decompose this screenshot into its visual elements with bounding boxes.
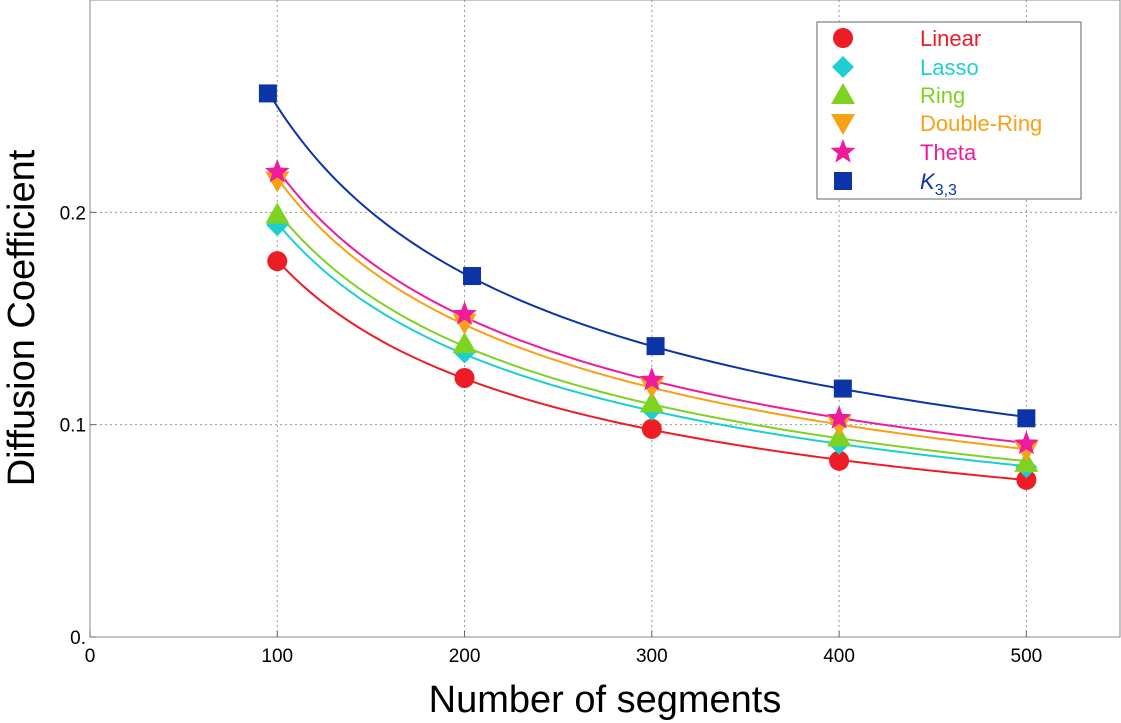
x-tick-label: 100 bbox=[261, 646, 293, 667]
x-tick-label: 300 bbox=[636, 646, 668, 667]
data-point-double-ring bbox=[639, 377, 664, 399]
data-point-ring bbox=[639, 391, 664, 413]
data-point-theta bbox=[826, 405, 852, 429]
data-point-k bbox=[646, 337, 665, 356]
legend-label-k: K3,3 bbox=[920, 169, 957, 199]
legend-marker-theta bbox=[830, 139, 856, 163]
data-point-k bbox=[1017, 409, 1036, 428]
legend-label-theta: Theta bbox=[920, 140, 977, 165]
x-axis-title: Number of segments bbox=[429, 679, 782, 721]
x-tick-label: 200 bbox=[449, 646, 481, 667]
legend-marker-lasso bbox=[832, 56, 854, 78]
legend-label-ring: Ring bbox=[920, 83, 965, 108]
legend-marker-linear bbox=[833, 28, 853, 48]
data-point-k bbox=[258, 84, 277, 103]
data-point-linear bbox=[641, 418, 662, 439]
y-axis-title: Diffusion Coefficient bbox=[1, 149, 43, 486]
legend-label-linear: Linear bbox=[920, 26, 981, 51]
y-tick-label: 0.1 bbox=[60, 416, 86, 437]
legend-label-lasso: Lasso bbox=[920, 55, 979, 80]
data-point-theta bbox=[1014, 430, 1039, 455]
marker-layer bbox=[258, 84, 1039, 490]
data-point-linear bbox=[1016, 469, 1037, 490]
legend: Linear Lasso Ring Double-Ring Theta K3,3 bbox=[816, 21, 1082, 200]
y-tick-label: 0. bbox=[70, 628, 86, 649]
data-point-linear bbox=[454, 367, 475, 388]
axis-layer: 0 100 200 300 400 500 0. 0.1 0.2 bbox=[60, 203, 1043, 667]
data-point-linear bbox=[267, 251, 288, 272]
data-point-k bbox=[463, 267, 482, 286]
data-point-ring bbox=[452, 331, 477, 353]
x-tick-label: 0 bbox=[85, 646, 96, 667]
data-point-ring bbox=[265, 202, 290, 224]
legend-marker-k bbox=[834, 172, 852, 190]
data-point-theta bbox=[264, 158, 290, 183]
legend-marker-double-ring bbox=[831, 114, 855, 135]
data-point-double-ring bbox=[827, 415, 852, 437]
x-tick-label: 500 bbox=[1011, 646, 1043, 667]
data-point-theta bbox=[639, 367, 665, 391]
legend-marker-ring bbox=[831, 83, 855, 104]
y-tick-label: 0.2 bbox=[60, 203, 86, 224]
data-point-k bbox=[833, 379, 852, 398]
data-point-double-ring bbox=[1014, 441, 1039, 463]
x-tick-label: 400 bbox=[823, 646, 855, 667]
data-point-linear bbox=[829, 450, 850, 471]
legend-label-double-ring: Double-Ring bbox=[920, 111, 1042, 136]
legend-box bbox=[816, 21, 1082, 200]
plot-frame bbox=[89, 0, 1121, 638]
data-point-theta bbox=[452, 301, 477, 325]
